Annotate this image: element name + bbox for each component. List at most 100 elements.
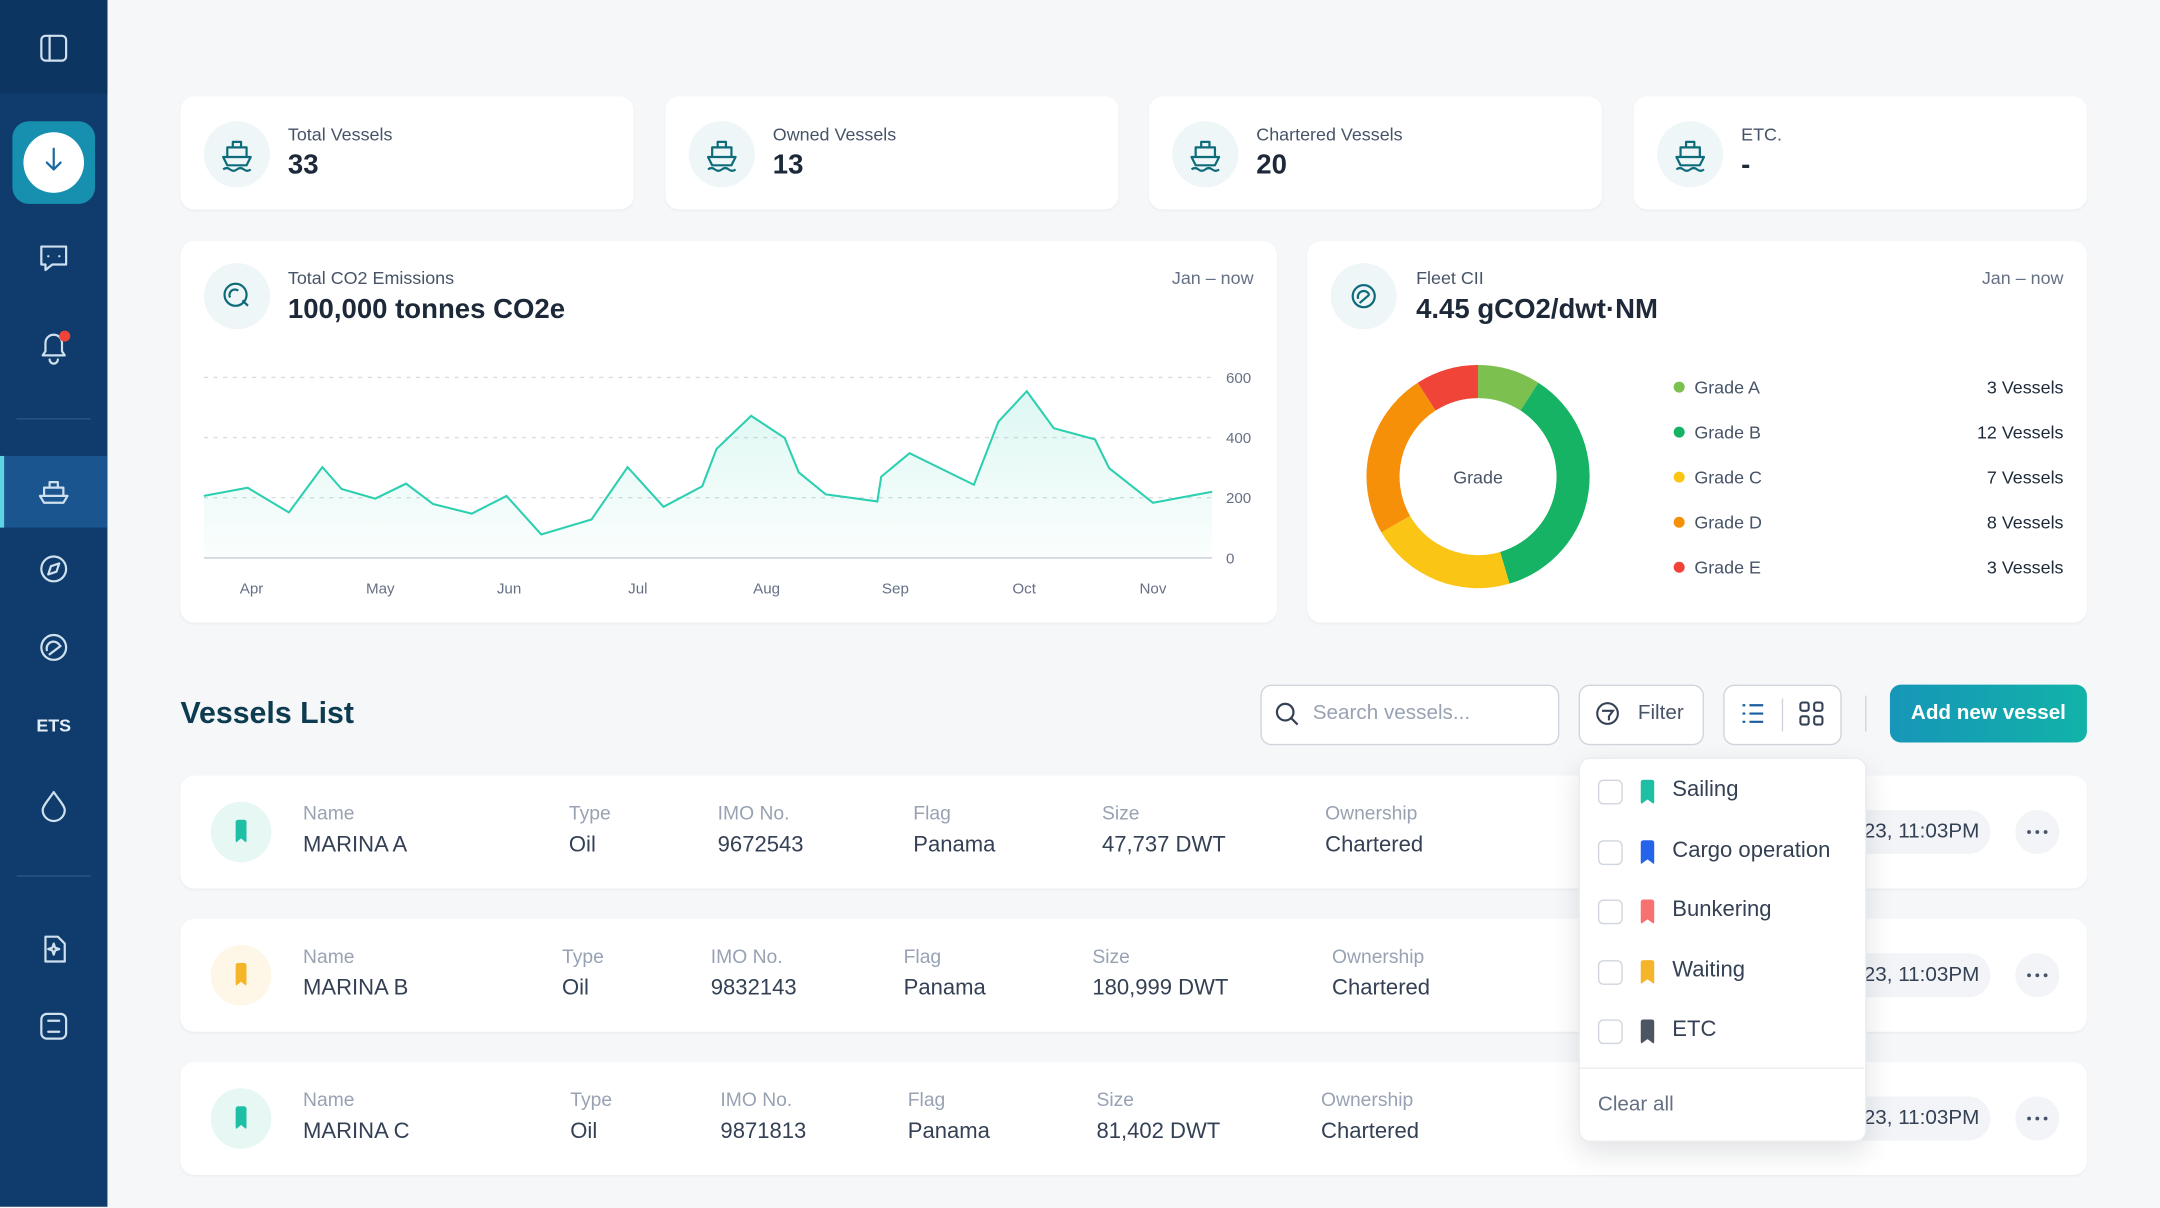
bell-icon[interactable] xyxy=(41,333,66,365)
ship-icon[interactable] xyxy=(38,481,69,504)
legend-dot xyxy=(1673,561,1685,573)
last-update: 23, 11:03PM xyxy=(1863,1106,1980,1130)
view-toggle[interactable] xyxy=(1723,684,1842,746)
add-vessel-button[interactable] xyxy=(1889,684,2087,743)
stat-icon xyxy=(1657,121,1724,188)
column-value: Panama xyxy=(903,976,986,1001)
status-flag xyxy=(1640,1019,1655,1045)
clear-all[interactable]: Clear all xyxy=(1597,1092,1674,1116)
filter-checkbox[interactable] xyxy=(1597,779,1623,805)
compass-icon[interactable] xyxy=(40,555,68,583)
emission-icon[interactable] xyxy=(40,633,68,661)
active-nav-item[interactable] xyxy=(0,455,108,528)
chart-period[interactable]: Jan – now xyxy=(1981,267,2064,288)
x-tick-label: Nov xyxy=(1139,581,1166,598)
chat-icon[interactable] xyxy=(40,245,68,272)
chart-subtitle: 100,000 tonnes CO2e xyxy=(287,294,566,326)
settings-icon[interactable] xyxy=(40,1012,68,1040)
filter-checkbox[interactable] xyxy=(1597,839,1623,865)
report-icon[interactable] xyxy=(44,935,66,963)
pie-slice xyxy=(1366,382,1436,533)
compass-needle xyxy=(47,562,61,576)
legend-dot xyxy=(1673,516,1685,528)
legend-label: Grade D xyxy=(1694,512,1762,532)
ship-icon xyxy=(1675,140,1706,172)
drop-icon[interactable] xyxy=(41,790,66,823)
column-value: 47,737 DWT xyxy=(1102,833,1226,857)
column-label: Flag xyxy=(903,944,942,968)
more-dot xyxy=(2043,830,2048,834)
sidebar-icons: ETS xyxy=(16,34,91,1040)
y-tick-label: 600 xyxy=(1226,370,1251,387)
legend-value: 12 Vessels xyxy=(1977,422,2064,442)
legend-value: 7 Vessels xyxy=(1987,467,2064,487)
column-value: 81,402 DWT xyxy=(1096,1119,1221,1144)
column-label: Name xyxy=(303,944,355,968)
last-update: 23, 11:03PM xyxy=(1863,819,1980,844)
column-value: Chartered xyxy=(1332,976,1431,1001)
add-vessel-label: Add new vessel xyxy=(1910,701,2066,725)
column-label: Size xyxy=(1102,801,1140,824)
column-label: Type xyxy=(570,1088,613,1111)
column-value: Chartered xyxy=(1325,833,1424,857)
view-toggle-icons xyxy=(1742,698,1824,732)
chart-period[interactable]: Jan – now xyxy=(1171,267,1254,288)
chart-title: Total CO2 Emissions xyxy=(287,267,455,288)
column-value: Chartered xyxy=(1321,1119,1420,1144)
y-tick-label: 200 xyxy=(1226,490,1251,507)
column-value: 9832143 xyxy=(710,976,797,1001)
filter-option-label: Bunkering xyxy=(1672,898,1772,922)
panel-icon[interactable] xyxy=(40,34,68,62)
stat-value: - xyxy=(1741,150,1751,181)
column-label: IMO No. xyxy=(710,944,783,968)
filter-dropdown xyxy=(1578,757,1867,1142)
stat-label: ETC. xyxy=(1741,123,1782,145)
filter-checkbox[interactable] xyxy=(1597,899,1623,925)
column-value: MARINA A xyxy=(303,833,408,857)
co2-icon xyxy=(223,282,249,307)
search-input[interactable] xyxy=(1260,684,1560,746)
filter-option-label: Cargo operation xyxy=(1672,838,1831,862)
more-dot xyxy=(2043,1116,2048,1121)
more-dot xyxy=(2043,973,2048,978)
vessel-status-icon xyxy=(235,1106,247,1130)
column-label: IMO No. xyxy=(717,801,790,824)
y-tick-label: 400 xyxy=(1226,430,1251,447)
filter-option-label: Sailing xyxy=(1672,778,1739,802)
status-flag xyxy=(1640,779,1655,805)
stat-icon-bg xyxy=(1172,121,1239,188)
filter-button[interactable] xyxy=(1578,684,1704,746)
filter-checkbox[interactable] xyxy=(1597,959,1623,985)
line-series xyxy=(203,389,1213,536)
chart-subtitle: 4.45 gCO2/dwt·NM xyxy=(1416,294,1658,326)
legend-label: Grade E xyxy=(1694,557,1761,577)
vessel-status-icon xyxy=(235,962,247,987)
status-flag xyxy=(1640,959,1655,985)
x-tick-label: Sep xyxy=(882,581,909,598)
filter-icon xyxy=(1596,702,1619,725)
stat-label: Total Vessels xyxy=(287,123,393,145)
stat-label: Chartered Vessels xyxy=(1256,123,1403,145)
column-label: Type xyxy=(562,944,604,968)
notification-dot xyxy=(59,330,71,342)
ship-icon xyxy=(1190,140,1221,172)
x-tick-label: Oct xyxy=(1012,581,1036,598)
y-tick-label: 0 xyxy=(1226,550,1234,567)
legend-label: Grade C xyxy=(1694,467,1762,487)
legend-dot xyxy=(1673,426,1685,438)
pie-slice xyxy=(1478,365,1539,411)
dropdown-separator xyxy=(1579,1067,1864,1069)
cii-icon xyxy=(1351,284,1376,309)
column-value: MARINA C xyxy=(303,1119,410,1144)
x-tick-label: Aug xyxy=(753,581,780,598)
chart-title: Fleet CII xyxy=(1416,267,1484,288)
x-tick-label: Jun xyxy=(497,581,521,598)
filter-checkbox[interactable] xyxy=(1597,1019,1623,1045)
ets-label[interactable]: ETS xyxy=(36,715,71,735)
logo-anchor xyxy=(45,147,62,171)
column-value: Panama xyxy=(913,833,996,857)
column-label: Ownership xyxy=(1321,1088,1414,1111)
legend-dot xyxy=(1673,471,1685,483)
